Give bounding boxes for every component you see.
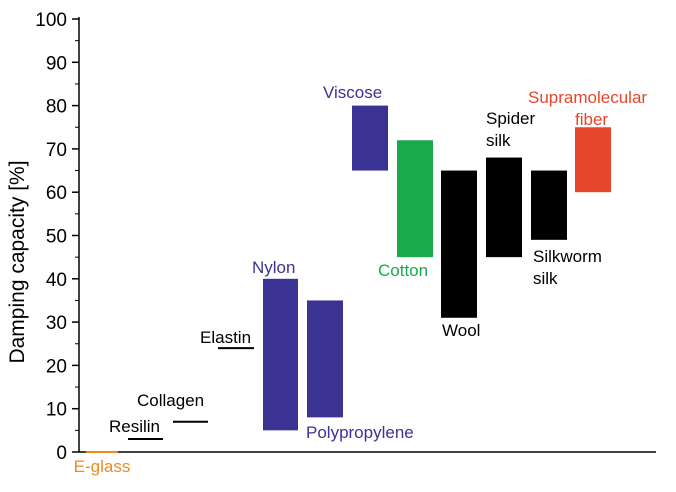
y-tick-label: 60 (46, 183, 67, 204)
data-label-resilin: Resilin (109, 417, 160, 436)
range-bar-nylon (263, 278, 298, 431)
data-label-supramolecular-fiber: Supramolecular fiber (528, 88, 647, 129)
range-bar-viscose (352, 105, 388, 171)
data-label-wool: Wool (442, 321, 480, 340)
y-tick-label: 20 (46, 356, 67, 377)
bars (86, 105, 611, 453)
axes: 0 10 20 30 40 50 60 70 80 90 100 (35, 10, 656, 464)
y-tick-label: 0 (56, 443, 67, 464)
y-tick-label: 80 (46, 97, 67, 118)
data-label-cotton: Cotton (378, 261, 428, 280)
data-label-elastin: Elastin (200, 328, 251, 347)
data-label-silkworm-silk: Silkworm silk (533, 247, 602, 288)
range-bar-supramolecular-fiber (575, 127, 611, 193)
data-label-e-glass: E-glass (74, 457, 131, 476)
y-tick-label: 100 (35, 10, 67, 31)
range-bar-wool (441, 170, 477, 318)
y-tick-label: 40 (46, 270, 67, 291)
y-tick-label: 50 (46, 227, 67, 248)
y-axis-label: Damping capacity [%] (6, 160, 29, 363)
range-bar-spider-silk (486, 157, 522, 258)
y-tick-label: 10 (46, 400, 67, 421)
data-label-nylon: Nylon (252, 258, 295, 277)
data-labels: E-glass Resilin Collagen Elastin Nylon Polypr… (74, 83, 648, 476)
y-tick-label: 90 (46, 53, 67, 74)
data-label-polypropylene: Polypropylene (306, 423, 414, 442)
y-tick-label: 30 (46, 313, 67, 334)
range-bar-cotton (397, 140, 433, 258)
range-bar-polypropylene (307, 300, 343, 418)
data-label-spider-silk: Spider silk (486, 109, 535, 150)
data-label-viscose: Viscose (323, 83, 382, 102)
range-bar-silkworm-silk (531, 170, 567, 240)
data-label-collagen: Collagen (137, 391, 204, 410)
y-tick-label: 70 (46, 140, 67, 161)
